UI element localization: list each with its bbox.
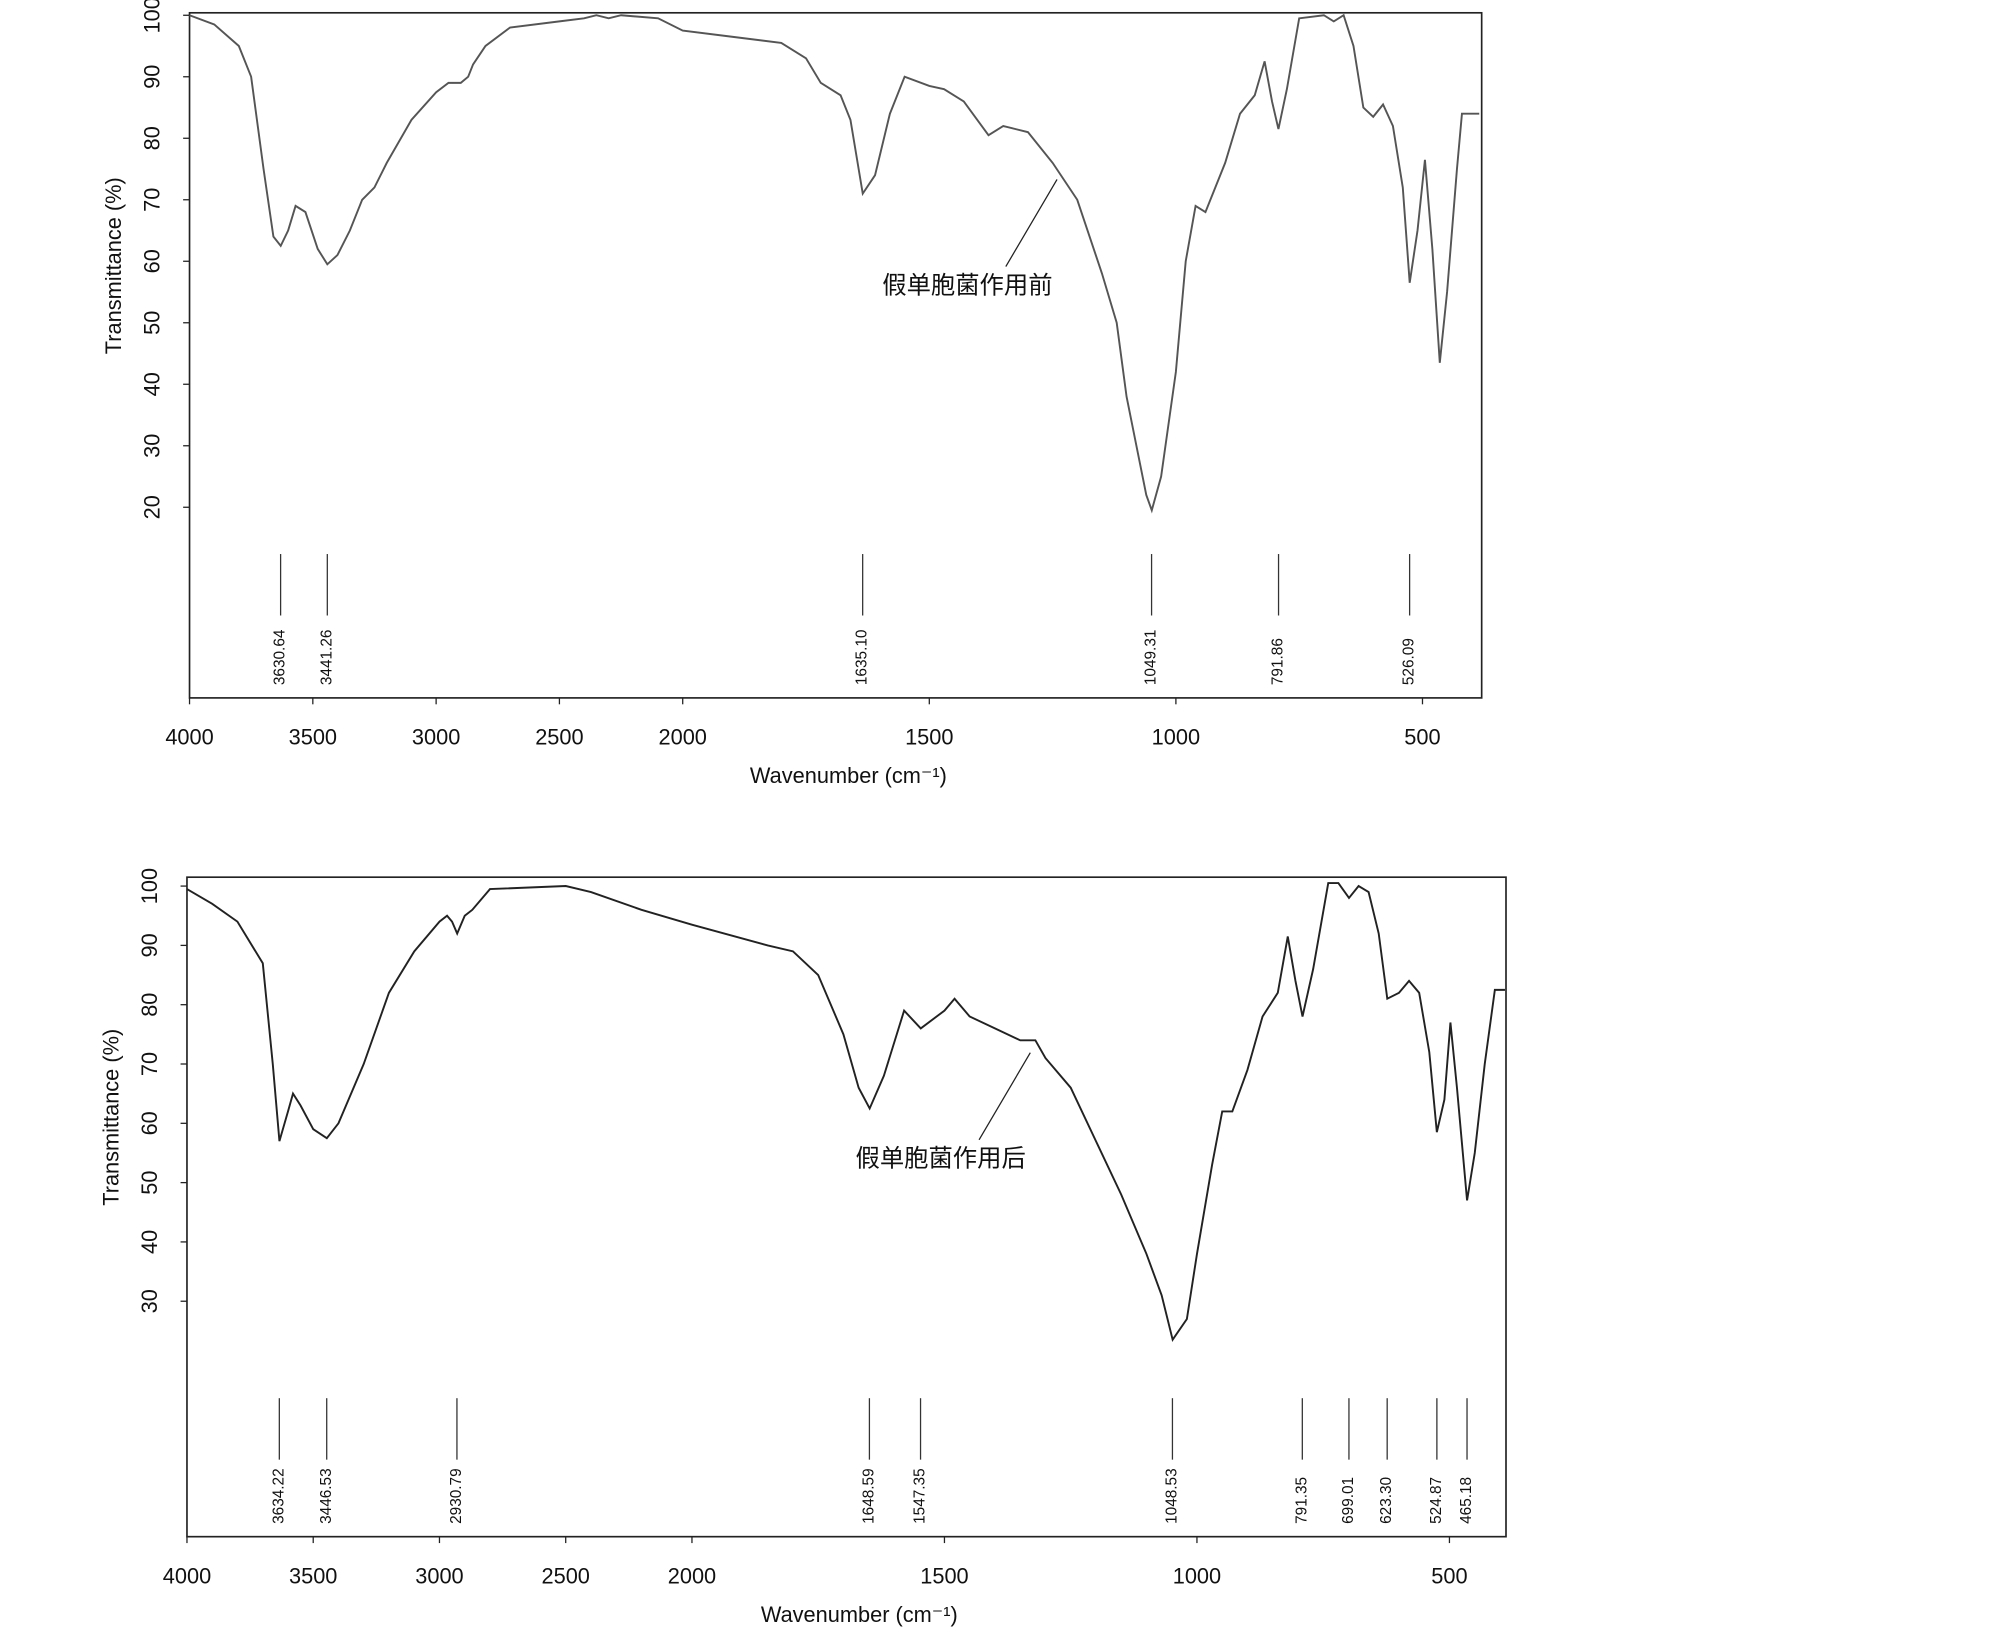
y-tick-label: 60 (137, 1111, 162, 1135)
y-tick-label: 80 (139, 126, 164, 150)
x-axis-label: Wavenumber (cm⁻¹) (761, 1602, 958, 1627)
x-tick-label: 1500 (905, 725, 953, 750)
y-tick-label: 50 (137, 1171, 162, 1195)
x-tick-label: 1000 (1152, 725, 1200, 750)
x-tick-label: 2000 (659, 725, 707, 750)
x-tick-label: 4000 (165, 725, 213, 750)
x-tick-label: 3500 (289, 1563, 337, 1588)
peak-label: 3446.53 (318, 1468, 335, 1524)
y-tick-label: 20 (139, 495, 164, 519)
peak-label: 791.35 (1293, 1477, 1310, 1524)
chart: 4000 3500 3000 2500 2000 1500 1000 500 20 30 40 50 6… (101, 0, 1483, 788)
x-tick-label: 2500 (535, 725, 583, 750)
y-tick-label: 40 (139, 372, 164, 396)
x-tick-label: 500 (1431, 1563, 1467, 1588)
peak-label: 526.09 (1401, 638, 1418, 685)
peak-label: 791.86 (1270, 638, 1287, 685)
y-tick-label: 60 (139, 249, 164, 273)
peak-label: 2930.79 (448, 1468, 465, 1524)
x-tick-label: 1500 (920, 1563, 968, 1588)
annotation-text: 假单胞菌作用前 (882, 272, 1052, 299)
y-tick-label: 50 (139, 311, 164, 335)
peak-label: 1049.31 (1143, 630, 1160, 686)
y-axis-label: Transmittance (%) (101, 177, 126, 354)
x-axis-label: Wavenumber (cm⁻¹) (750, 763, 947, 788)
y-tick-label: 90 (137, 933, 162, 957)
plot-frame (186, 876, 1507, 1538)
spectrum-line (189, 13, 1480, 514)
peak-label: 3630.64 (272, 629, 289, 685)
peak-label: 3634.22 (270, 1468, 287, 1524)
x-tick-label: 1000 (1173, 1563, 1221, 1588)
y-tick-label: 70 (137, 1052, 162, 1076)
peak-label: 1648.59 (860, 1468, 877, 1524)
annotation-text: 假单胞菌作用后 (855, 1146, 1025, 1173)
y-tick-label: 80 (137, 993, 162, 1017)
peak-label: 1048.53 (1164, 1468, 1181, 1524)
y-tick-label: 30 (139, 434, 164, 458)
annotation-leader (978, 1052, 1031, 1141)
y-tick-label: 100 (139, 0, 164, 33)
peak-label: 699.01 (1340, 1477, 1357, 1524)
spectrum-line (186, 882, 1505, 1343)
peak-label: 465.18 (1458, 1477, 1475, 1524)
peak-label: 3441.26 (318, 630, 335, 686)
x-tick-label: 2000 (668, 1563, 716, 1588)
y-axis-label: Transmittance (%) (98, 1029, 123, 1206)
x-tick-label: 3000 (415, 1563, 463, 1588)
x-tick-label: 3000 (412, 725, 460, 750)
peak-label: 1547.35 (912, 1468, 929, 1524)
chart: 4000 3500 3000 2500 2000 1500 1000 500 30 40 50 60 7… (98, 868, 1507, 1627)
x-tick-label: 500 (1404, 725, 1440, 750)
annotation-leader (1005, 179, 1058, 267)
plot-frame (188, 11, 1483, 699)
y-tick-label: 40 (137, 1230, 162, 1254)
peak-label: 1635.10 (854, 630, 871, 686)
x-tick-label: 2500 (541, 1563, 589, 1588)
y-tick-label: 100 (137, 868, 162, 904)
y-tick-label: 70 (139, 188, 164, 212)
y-tick-label: 90 (139, 65, 164, 89)
peak-label: 623.30 (1378, 1477, 1395, 1524)
peak-label: 524.87 (1428, 1477, 1445, 1524)
x-tick-label: 4000 (163, 1563, 211, 1588)
y-tick-label: 30 (137, 1289, 162, 1313)
x-tick-label: 3500 (289, 725, 337, 750)
